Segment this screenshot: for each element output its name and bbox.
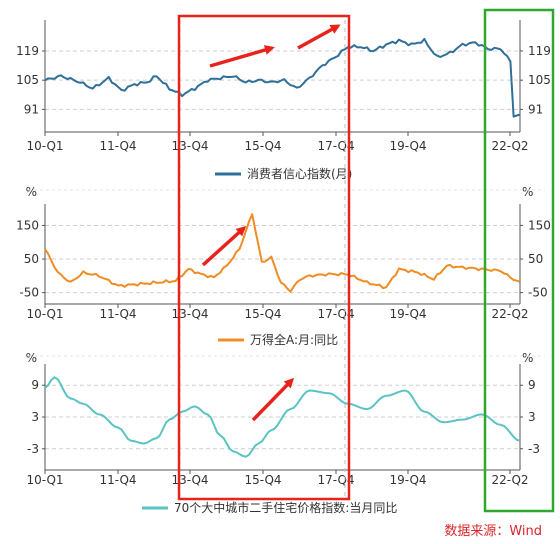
annotation-arrow <box>297 24 341 50</box>
annotation-arrow <box>209 45 275 68</box>
x-tick-label: 15-Q4 <box>244 473 281 487</box>
x-tick-label: 13-Q4 <box>171 307 208 321</box>
x-tick-label: 10-Q1 <box>26 473 63 487</box>
y-tick-label-right: -3 <box>528 442 540 456</box>
x-tick-label: 22-Q2 <box>491 473 528 487</box>
annotation-arrow <box>201 225 247 267</box>
x-tick-label: 19-Q4 <box>389 473 426 487</box>
x-tick-label: 19-Q4 <box>389 139 426 153</box>
x-tick-label: 11-Q4 <box>99 307 136 321</box>
data-source-label: 数据来源：Wind <box>444 524 542 539</box>
y-tick-label-left: 150 <box>16 218 39 232</box>
x-tick-label: 15-Q4 <box>244 307 281 321</box>
y-tick-label-left: 119 <box>16 44 39 58</box>
x-tick-label: 19-Q4 <box>389 307 426 321</box>
x-tick-label: 10-Q1 <box>26 307 63 321</box>
x-tick-label: 22-Q2 <box>491 307 528 321</box>
y-tick-label-right: 91 <box>528 102 543 116</box>
series-line <box>44 376 521 458</box>
y-tick-label-right: 150 <box>528 218 551 232</box>
legend-label: 万得全A:月:同比 <box>250 332 338 347</box>
y-tick-label-left: 105 <box>16 73 39 87</box>
unit-label-right: % <box>522 185 533 199</box>
x-tick-label: 10-Q1 <box>26 139 63 153</box>
y-tick-label-left: 91 <box>24 102 39 116</box>
x-tick-label: 11-Q4 <box>99 473 136 487</box>
y-tick-label-left: 9 <box>31 378 39 392</box>
series-line <box>44 213 521 293</box>
x-tick-label: 15-Q4 <box>244 139 281 153</box>
annotation-arrow <box>251 377 295 422</box>
x-tick-label: 13-Q4 <box>171 473 208 487</box>
y-tick-label-right: -50 <box>528 286 548 300</box>
highlight-box-red <box>177 14 351 501</box>
unit-label-left: % <box>26 351 37 365</box>
y-tick-label-left: 3 <box>31 410 39 424</box>
x-tick-label: 22-Q2 <box>491 139 528 153</box>
x-tick-label: 13-Q4 <box>171 139 208 153</box>
y-tick-label-right: 119 <box>528 44 551 58</box>
unit-label-right: % <box>522 351 533 365</box>
y-tick-label-right: 9 <box>528 378 536 392</box>
y-tick-label-left: -50 <box>19 286 39 300</box>
y-tick-label-right: 3 <box>528 410 536 424</box>
x-tick-label: 11-Q4 <box>99 139 136 153</box>
y-tick-label-left: -3 <box>27 442 39 456</box>
legend-label: 消费者信心指数(月) <box>247 166 352 181</box>
series-line <box>44 37 521 118</box>
y-tick-label-right: 50 <box>528 252 543 266</box>
unit-label-left: % <box>26 185 37 199</box>
highlight-box-green <box>483 8 555 513</box>
y-tick-label-right: 105 <box>528 73 551 87</box>
legend-label: 70个大中城市二手住宅价格指数:当月同比 <box>174 500 397 515</box>
y-tick-label-left: 50 <box>24 252 39 266</box>
